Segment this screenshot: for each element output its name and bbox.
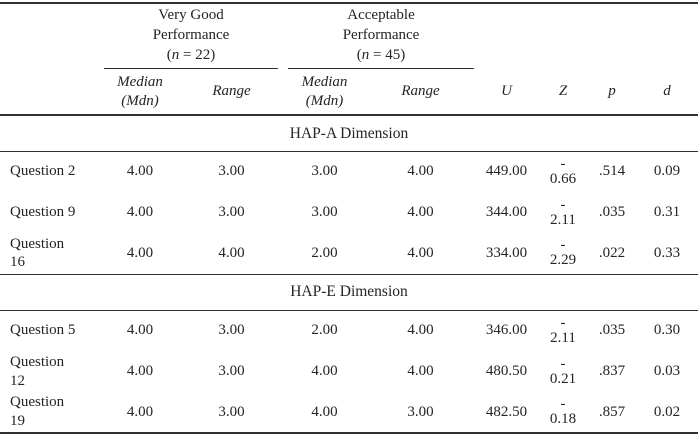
col-header-median-vg: Median (Mdn) (100, 69, 180, 116)
group-title-line2: Performance (152, 27, 230, 43)
cell-ap-mdn: 4.00 (311, 363, 338, 380)
cell-vg-range: 4.00 (218, 244, 245, 261)
group-header-spacer (475, 3, 698, 69)
cell-vg-mdn: 4.00 (126, 204, 154, 221)
row-label: Question 12 (10, 353, 65, 389)
row-question-2: Question 2 4.00 3.00 3.00 4.00 449.00 - … (0, 151, 698, 192)
cell-u: 344.00 (485, 204, 528, 221)
col-header-p: p (588, 69, 637, 116)
cell-p: .514 (598, 163, 626, 180)
empty-header-cell (0, 69, 100, 116)
cell-ap-range: 3.00 (407, 403, 434, 420)
row-question-9: Question 9 4.00 3.00 3.00 4.00 344.00 - … (0, 192, 698, 233)
section-header-hap-e: HAP-E Dimension (0, 273, 698, 311)
cell-ap-range: 4.00 (407, 204, 434, 221)
cell-u: 482.50 (485, 403, 528, 420)
cell-vg-range: 3.00 (218, 163, 245, 180)
group-title-line1: Very Good (158, 7, 224, 23)
n-symbol: n (361, 47, 370, 63)
cell-vg-mdn: 4.00 (126, 244, 154, 261)
cell-vg-range: 3.00 (218, 204, 245, 221)
cell-z: - 0.66 (549, 155, 577, 187)
cell-p: .857 (598, 403, 626, 420)
cell-ap-mdn: 4.00 (311, 403, 338, 420)
n-paren-open: ( (356, 47, 362, 63)
group-n-count: (n = 45) (288, 45, 474, 65)
cell-ap-range: 4.00 (407, 244, 434, 261)
cell-vg-mdn: 4.00 (126, 363, 154, 380)
row-question-12: Question 12 4.00 3.00 4.00 4.00 480.50 -… (0, 351, 698, 392)
column-header-row: Median (Mdn) Range Median (Mdn) Range U … (0, 69, 698, 116)
cell-p: .035 (598, 204, 626, 221)
col-header-median-ap: Median (Mdn) (283, 69, 367, 116)
section-title: HAP-E Dimension (0, 273, 698, 311)
cell-ap-range: 4.00 (407, 322, 434, 339)
n-symbol: n (171, 47, 180, 63)
row-label: Question 5 (10, 322, 76, 339)
cell-ap-range: 4.00 (407, 163, 434, 180)
cell-d: 0.09 (653, 163, 681, 180)
cell-u: 480.50 (485, 363, 528, 380)
cell-z: - 2.11 (550, 196, 576, 228)
n-value: = 45) (369, 47, 406, 63)
cell-ap-mdn: 3.00 (311, 163, 338, 180)
group-header-very-good: Very Good Performance (n = 22) (100, 3, 283, 69)
row-label: Question 2 (10, 163, 76, 180)
cell-d: 0.30 (653, 322, 681, 339)
group-title-line2: Performance (342, 27, 420, 43)
cell-vg-mdn: 4.00 (126, 163, 154, 180)
cell-z: - 0.21 (549, 355, 577, 387)
col-header-z: Z (538, 69, 589, 116)
cell-vg-range: 3.00 (218, 322, 245, 339)
cell-z: - 0.18 (549, 396, 577, 427)
group-spanner-very-good: Very Good Performance (n = 22) (104, 4, 279, 69)
cell-vg-range: 3.00 (218, 403, 245, 420)
col-header-range-vg: Range (180, 69, 284, 116)
corner-cell (0, 3, 100, 69)
group-header-acceptable: Acceptable Performance (n = 45) (283, 3, 475, 69)
cell-p: .022 (598, 244, 626, 261)
cell-ap-range: 4.00 (407, 363, 434, 380)
row-question-16: Question 16 4.00 4.00 2.00 4.00 334.00 -… (0, 233, 698, 274)
group-n-count: (n = 22) (104, 45, 278, 65)
row-question-19: Question 19 4.00 3.00 4.00 3.00 482.50 -… (0, 392, 698, 433)
cell-d: 0.31 (653, 204, 681, 221)
section-title: HAP-A Dimension (0, 114, 698, 152)
cell-p: .035 (598, 322, 626, 339)
group-spanner-acceptable: Acceptable Performance (n = 45) (288, 4, 475, 69)
cell-d: 0.33 (653, 244, 681, 261)
cell-ap-mdn: 2.00 (311, 244, 338, 261)
row-label: Question 9 (10, 204, 76, 221)
row-label: Question 16 (10, 235, 65, 271)
cell-d: 0.02 (653, 403, 681, 420)
n-paren-open: ( (166, 47, 172, 63)
row-question-5: Question 5 4.00 3.00 2.00 4.00 346.00 - … (0, 310, 698, 351)
cell-ap-mdn: 2.00 (311, 322, 338, 339)
col-header-u: U (475, 69, 539, 116)
cell-u: 346.00 (485, 322, 528, 339)
cell-u: 449.00 (485, 163, 528, 180)
cell-d: 0.03 (653, 363, 681, 380)
cell-vg-range: 3.00 (218, 363, 245, 380)
n-value: = 22) (179, 47, 216, 63)
col-header-d: d (636, 69, 698, 116)
row-label: Question 19 (10, 394, 65, 429)
group-title-line1: Acceptable (347, 7, 415, 23)
cell-vg-mdn: 4.00 (126, 322, 154, 339)
section-header-hap-a: HAP-A Dimension (0, 114, 698, 152)
group-header-row: Very Good Performance (n = 22) Acceptabl… (0, 3, 698, 69)
cell-u: 334.00 (485, 244, 528, 261)
col-header-range-ap: Range (366, 69, 476, 116)
cell-z: - 2.11 (550, 314, 576, 346)
cell-vg-mdn: 4.00 (126, 403, 154, 420)
cell-z: - 2.29 (549, 237, 577, 269)
cell-ap-mdn: 3.00 (311, 204, 338, 221)
cell-p: .837 (598, 363, 626, 380)
